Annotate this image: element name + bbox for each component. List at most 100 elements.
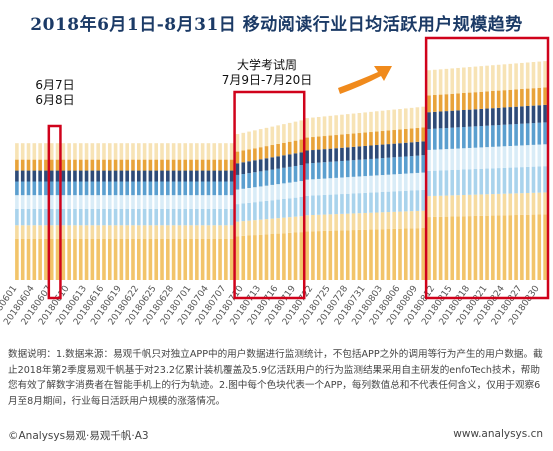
bar-segment: [479, 91, 484, 109]
bar-segment: [485, 215, 489, 280]
bar-segment: [131, 159, 135, 171]
bar-segment: [380, 229, 385, 280]
bar-segment: [26, 181, 31, 196]
bar-segment: [438, 195, 443, 217]
bar-segment: [374, 229, 379, 280]
bar-segment: [340, 194, 344, 214]
bar-segment: [20, 159, 25, 171]
bar-segment: [462, 127, 466, 149]
bar-segment: [380, 131, 385, 145]
bar-segment: [200, 159, 205, 171]
bar-segment: [119, 238, 124, 280]
bar-segment: [177, 195, 182, 209]
bar-segment: [363, 229, 367, 280]
bar-segment: [520, 214, 524, 280]
bar-segment: [444, 111, 449, 128]
bar-segment: [496, 193, 501, 216]
bar-segment: [537, 122, 542, 145]
bar-segment: [450, 68, 455, 94]
bar-segment: [55, 159, 60, 171]
bar-segment: [136, 238, 141, 280]
bar-segment: [102, 181, 106, 196]
bar-segment: [212, 181, 217, 196]
bar-segment: [543, 104, 547, 123]
bar-segment: [264, 127, 269, 147]
bar-segment: [427, 149, 431, 171]
bar-segment: [258, 234, 263, 280]
bar-segment: [55, 143, 60, 160]
bar-segment: [456, 148, 460, 170]
bar-segment: [73, 159, 77, 171]
bar-segment: [44, 195, 48, 209]
bar-segment: [247, 235, 251, 280]
bar-segment: [450, 110, 455, 128]
bar-segment: [287, 154, 292, 167]
bar-segment: [84, 208, 89, 226]
bar-segment: [398, 156, 402, 174]
bar-segment: [49, 159, 54, 171]
bar-segment: [403, 129, 408, 143]
bar-segment: [206, 181, 211, 196]
bar-segment: [90, 225, 95, 239]
bar-segment: [502, 146, 507, 168]
bar-segment: [20, 170, 25, 182]
bar-segment: [287, 141, 292, 155]
bar-segment: [73, 225, 77, 239]
bar-segment: [433, 216, 437, 280]
bar-segment: [491, 168, 495, 195]
bar-segment: [235, 163, 240, 175]
bar-segment: [316, 162, 321, 179]
bar-segment: [166, 143, 170, 160]
bar-segment: [154, 143, 159, 160]
bar-segment: [467, 216, 472, 280]
bar-segment: [61, 143, 66, 160]
bar-segment: [334, 148, 338, 162]
bar-segment: [67, 170, 71, 182]
bar-segment: [444, 170, 449, 196]
bar-segment: [421, 228, 426, 280]
bar-segment: [433, 149, 437, 171]
bar-segment: [334, 214, 338, 231]
bar-segment: [119, 170, 124, 182]
bar-segment: [531, 214, 536, 280]
bar-segment: [287, 232, 292, 280]
bar-segment: [543, 214, 547, 280]
bar-segment: [195, 143, 199, 160]
bar-segment: [491, 125, 495, 147]
bar-segment: [107, 208, 112, 226]
bar-segment: [160, 170, 164, 182]
bar-segment: [49, 225, 54, 239]
bar-segment: [229, 159, 234, 171]
bar-segment: [491, 65, 495, 91]
bar-segment: [73, 208, 77, 226]
annotation-line: 7月9日-7月20日: [221, 73, 313, 87]
bar-segment: [61, 238, 66, 280]
bar-segment: [462, 216, 466, 280]
bar-segment: [183, 143, 188, 160]
bar-segment: [224, 159, 228, 171]
bar-segment: [363, 176, 367, 193]
bar-segment: [438, 94, 443, 112]
bar-segment: [467, 92, 472, 110]
bar-segment: [258, 159, 263, 172]
bar-segment: [282, 142, 286, 156]
bar-segment: [287, 217, 292, 233]
bar-segment: [107, 195, 112, 209]
bar-segment: [183, 195, 188, 209]
bar-segment: [177, 143, 182, 160]
bar-segment: [258, 147, 263, 160]
bar-segment: [369, 111, 373, 133]
bar-segment: [345, 147, 350, 161]
bar-segment: [253, 220, 257, 236]
bar-segment: [374, 145, 379, 159]
bar-segment: [415, 210, 420, 229]
bar-segment: [183, 159, 188, 171]
bar-segment: [218, 238, 222, 280]
bar-segment: [241, 150, 246, 163]
highlight-boxes: [47, 36, 550, 300]
bar-segment: [55, 181, 60, 196]
bar-segment: [90, 208, 95, 226]
arrow-shape: [338, 66, 392, 94]
bar-segment: [421, 172, 426, 190]
bar-segment: [90, 143, 95, 160]
